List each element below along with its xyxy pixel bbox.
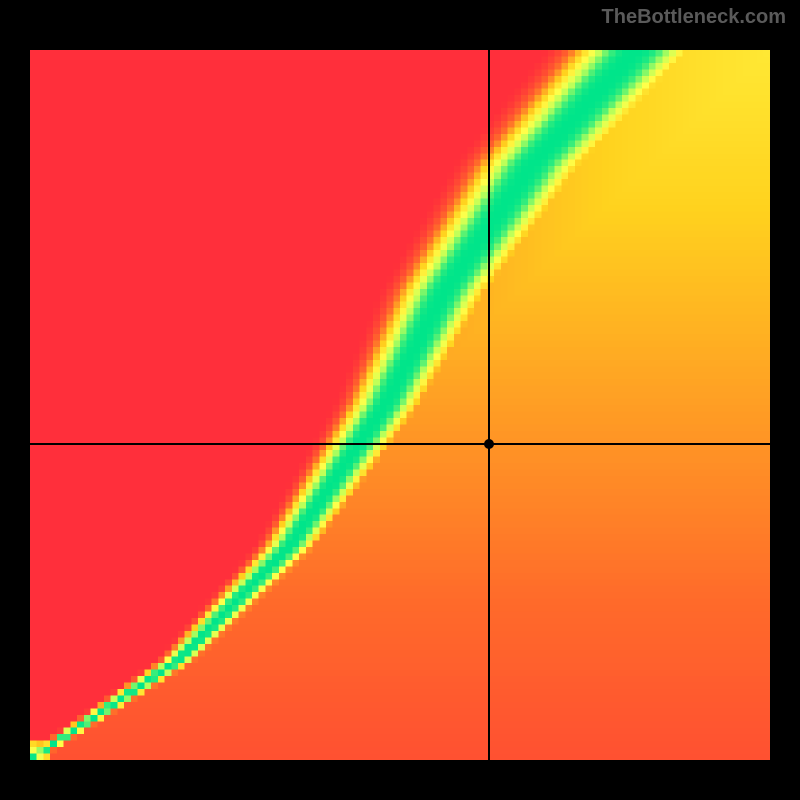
crosshair-vertical-line [488,50,490,760]
watermark-text: TheBottleneck.com [602,6,786,29]
crosshair-horizontal-line [30,443,770,445]
bottleneck-heatmap [30,50,770,760]
plot-area [30,50,770,760]
plot-outer-frame [12,32,788,778]
crosshair-dot [484,439,494,449]
